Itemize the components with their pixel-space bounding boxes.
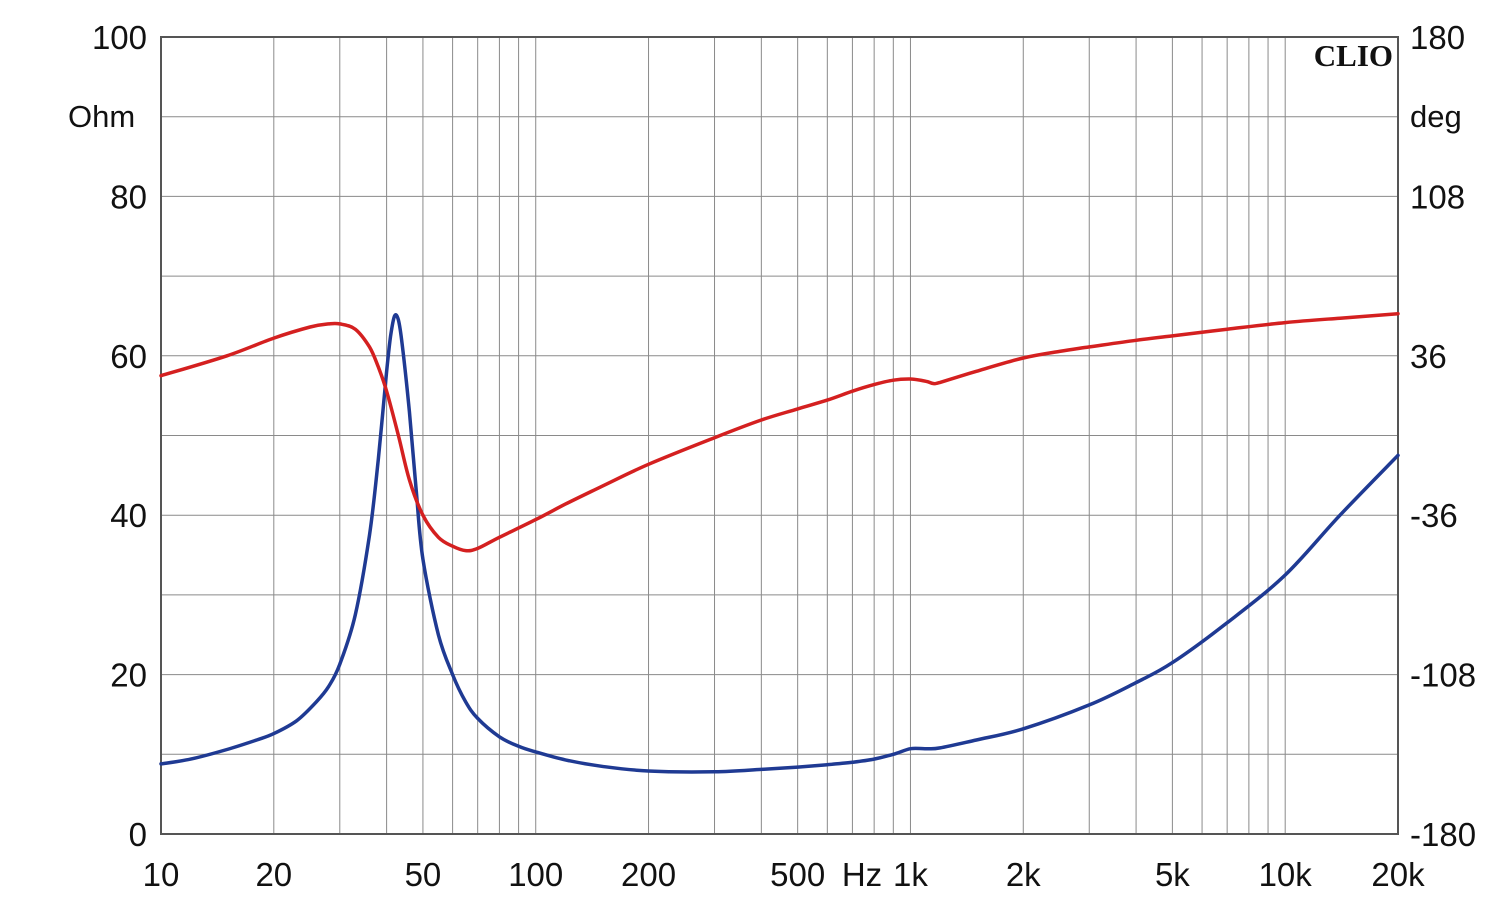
x-tick-label: 5k [1155,856,1190,893]
right-y-tick-label: 180 [1410,19,1465,56]
x-tick-label: 100 [508,856,563,893]
clio-brand-logo: CLIO [1314,38,1393,73]
x-tick-label: 200 [621,856,676,893]
right-y-tick-label: -108 [1410,657,1476,694]
x-axis-unit-label: Hz [842,856,882,893]
x-tick-label: 20k [1371,856,1425,893]
right-axis-unit-label: deg [1410,99,1462,134]
data-series [159,311,1400,774]
x-tick-label: 2k [1006,856,1041,893]
right-y-tick-label: -180 [1410,816,1476,853]
left-y-tick-label: 80 [110,178,147,215]
left-y-tick-label: 0 [129,816,147,853]
impedance-curve [159,313,1400,774]
plot-frame [160,36,1399,835]
right-y-tick-label: 36 [1410,338,1447,375]
left-y-tick-label: 20 [110,657,147,694]
left-y-tick-label: 100 [92,19,147,56]
left-y-tick-label: 60 [110,338,147,375]
x-tick-label: 10k [1259,856,1313,893]
x-tick-label: 20 [255,856,292,893]
x-tick-label: 500 [770,856,825,893]
left-y-tick-label: 40 [110,497,147,534]
x-tick-label: 1k [893,856,928,893]
grid-lines [161,37,1398,834]
left-axis-unit-label: Ohm [68,99,135,134]
phase-curve [159,311,1400,553]
right-y-tick-label: 108 [1410,178,1465,215]
x-tick-label: 10 [143,856,180,893]
right-y-tick-label: -36 [1410,497,1458,534]
x-tick-label: 50 [405,856,442,893]
axis-labels: 10 20 50 100 200 500 1k 2k 5k 10k 20k 0 20 40 60 80 100 -… [92,19,1476,893]
